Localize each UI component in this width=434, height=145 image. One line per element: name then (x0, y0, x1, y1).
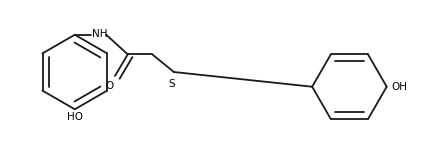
Text: NH: NH (92, 29, 108, 39)
Text: HO: HO (67, 112, 82, 122)
Text: S: S (168, 79, 175, 89)
Text: O: O (105, 81, 113, 91)
Text: OH: OH (391, 82, 407, 92)
